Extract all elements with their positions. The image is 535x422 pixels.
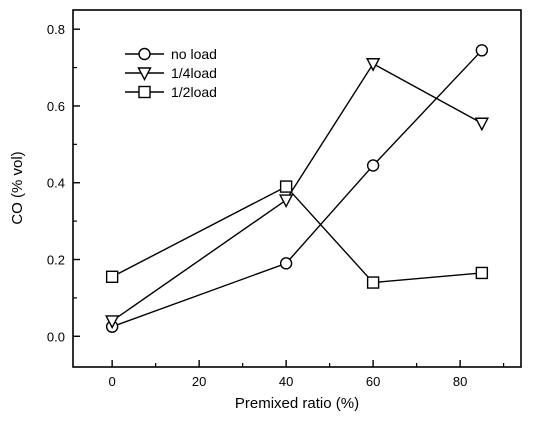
y-tick-label: 0.0 — [47, 329, 65, 344]
data-point — [278, 194, 294, 209]
series-layer — [104, 44, 490, 333]
data-point — [475, 266, 489, 280]
data-point — [365, 58, 381, 72]
y-tick-label: 0.8 — [47, 22, 65, 37]
x-tick-label: 60 — [366, 374, 380, 389]
series-3 — [105, 180, 489, 289]
legend-label: 1/2load — [171, 84, 217, 100]
legend-entry: 1/4load — [125, 65, 217, 82]
legend-entry: 1/2load — [125, 84, 217, 100]
data-point — [366, 159, 380, 172]
series-line — [111, 49, 483, 328]
legend: no load 1/4load 1/2load — [125, 46, 217, 100]
y-tick-label: 0.2 — [47, 253, 65, 268]
y-axis-label: CO (% vol) — [9, 151, 26, 224]
y-tick-label: 0.6 — [47, 99, 65, 114]
series-2 — [104, 58, 490, 329]
x-tick-label: 20 — [192, 374, 206, 389]
y-axis-ticks: 0.0 0.2 0.4 0.6 0.8 — [47, 22, 80, 344]
data-point — [366, 276, 380, 289]
x-tick-label: 0 — [109, 374, 116, 389]
x-axis-ticks: 0 20 40 60 80 — [109, 360, 505, 389]
series-1 — [105, 44, 489, 333]
data-point — [474, 117, 490, 132]
data-point — [104, 315, 120, 329]
legend-label: 1/4load — [171, 65, 217, 81]
data-point — [279, 257, 293, 270]
plot-frame — [72, 9, 522, 368]
legend-marker — [138, 47, 151, 61]
y-tick-label: 0.4 — [47, 176, 65, 191]
legend-entry: no load — [125, 46, 217, 62]
x-tick-label: 40 — [279, 374, 293, 389]
series-line — [111, 62, 483, 322]
data-point — [279, 180, 293, 193]
data-point — [475, 44, 489, 57]
data-point — [105, 270, 119, 283]
legend-marker — [137, 67, 152, 82]
legend-marker — [138, 85, 151, 99]
series-line — [111, 185, 482, 284]
x-axis-label: Premixed ratio (%) — [235, 395, 359, 412]
x-tick-label: 80 — [453, 374, 467, 389]
legend-label: no load — [171, 46, 217, 62]
